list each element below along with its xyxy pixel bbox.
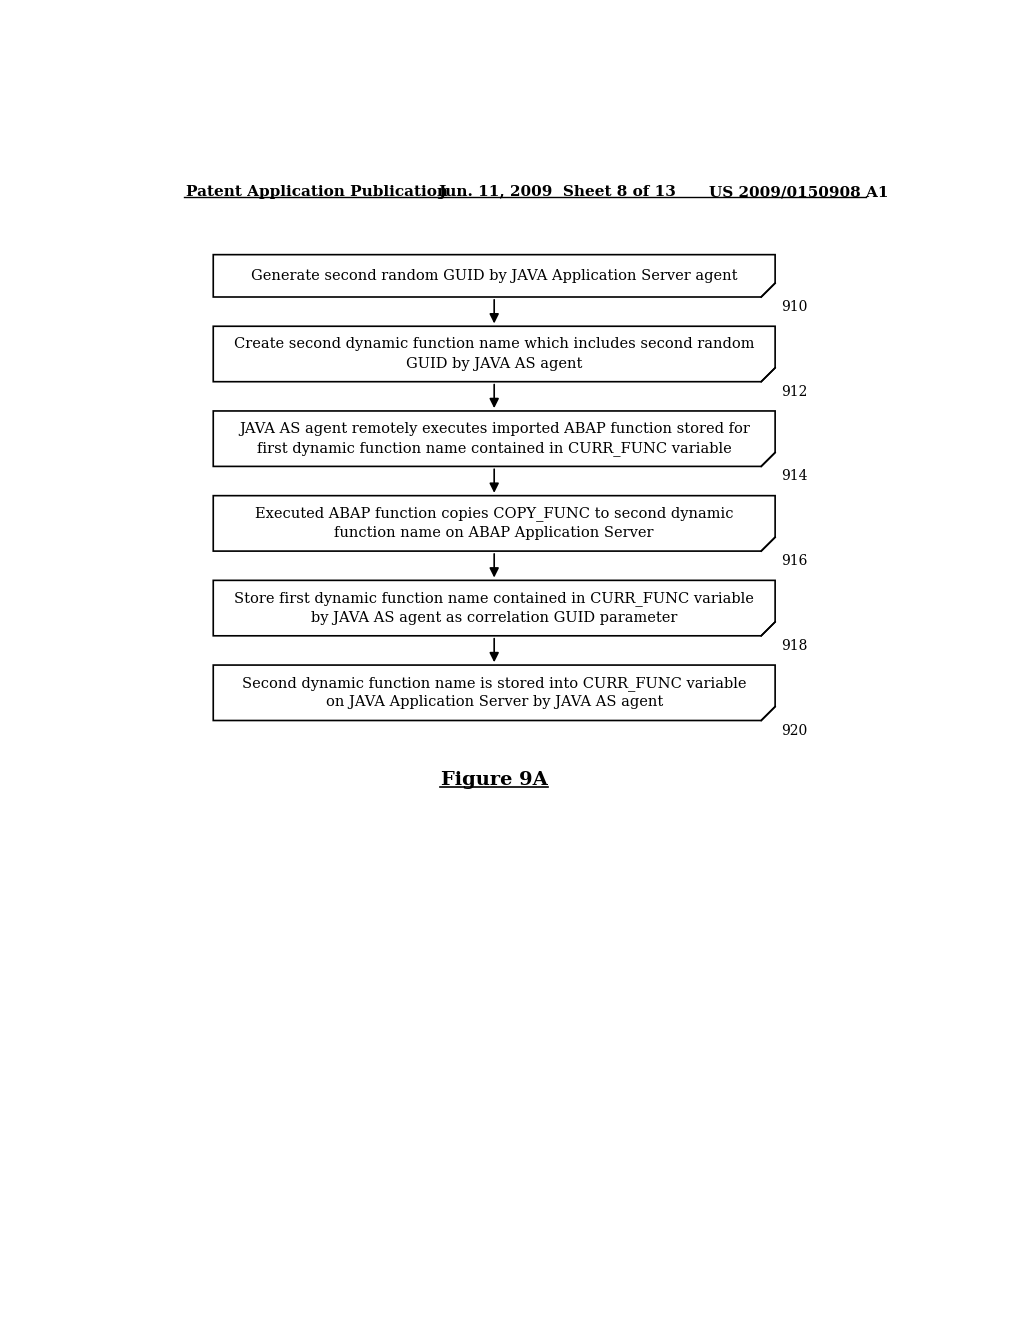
Text: Executed ABAP function copies COPY_FUNC to second dynamic: Executed ABAP function copies COPY_FUNC … bbox=[255, 507, 733, 521]
Text: JAVA AS agent remotely executes imported ABAP function stored for: JAVA AS agent remotely executes imported… bbox=[239, 422, 750, 436]
Text: by JAVA AS agent as correlation GUID parameter: by JAVA AS agent as correlation GUID par… bbox=[311, 611, 677, 624]
Text: 914: 914 bbox=[781, 470, 808, 483]
Text: function name on ABAP Application Server: function name on ABAP Application Server bbox=[335, 525, 654, 540]
Text: 918: 918 bbox=[781, 639, 808, 653]
Text: US 2009/0150908 A1: US 2009/0150908 A1 bbox=[710, 185, 889, 199]
Text: 910: 910 bbox=[781, 300, 808, 314]
Text: first dynamic function name contained in CURR_FUNC variable: first dynamic function name contained in… bbox=[257, 441, 731, 455]
Text: Figure 9A: Figure 9A bbox=[440, 771, 548, 788]
Text: Store first dynamic function name contained in CURR_FUNC variable: Store first dynamic function name contai… bbox=[234, 591, 754, 606]
Text: GUID by JAVA AS agent: GUID by JAVA AS agent bbox=[406, 356, 583, 371]
Text: Second dynamic function name is stored into CURR_FUNC variable: Second dynamic function name is stored i… bbox=[242, 676, 746, 690]
Text: 920: 920 bbox=[781, 723, 808, 738]
Text: Jun. 11, 2009  Sheet 8 of 13: Jun. 11, 2009 Sheet 8 of 13 bbox=[438, 185, 676, 199]
Text: 916: 916 bbox=[781, 554, 808, 568]
Text: on JAVA Application Server by JAVA AS agent: on JAVA Application Server by JAVA AS ag… bbox=[326, 696, 663, 709]
Text: Create second dynamic function name which includes second random: Create second dynamic function name whic… bbox=[233, 338, 755, 351]
Text: Generate second random GUID by JAVA Application Server agent: Generate second random GUID by JAVA Appl… bbox=[251, 269, 737, 282]
Text: 912: 912 bbox=[781, 385, 808, 399]
Text: Patent Application Publication: Patent Application Publication bbox=[186, 185, 449, 199]
